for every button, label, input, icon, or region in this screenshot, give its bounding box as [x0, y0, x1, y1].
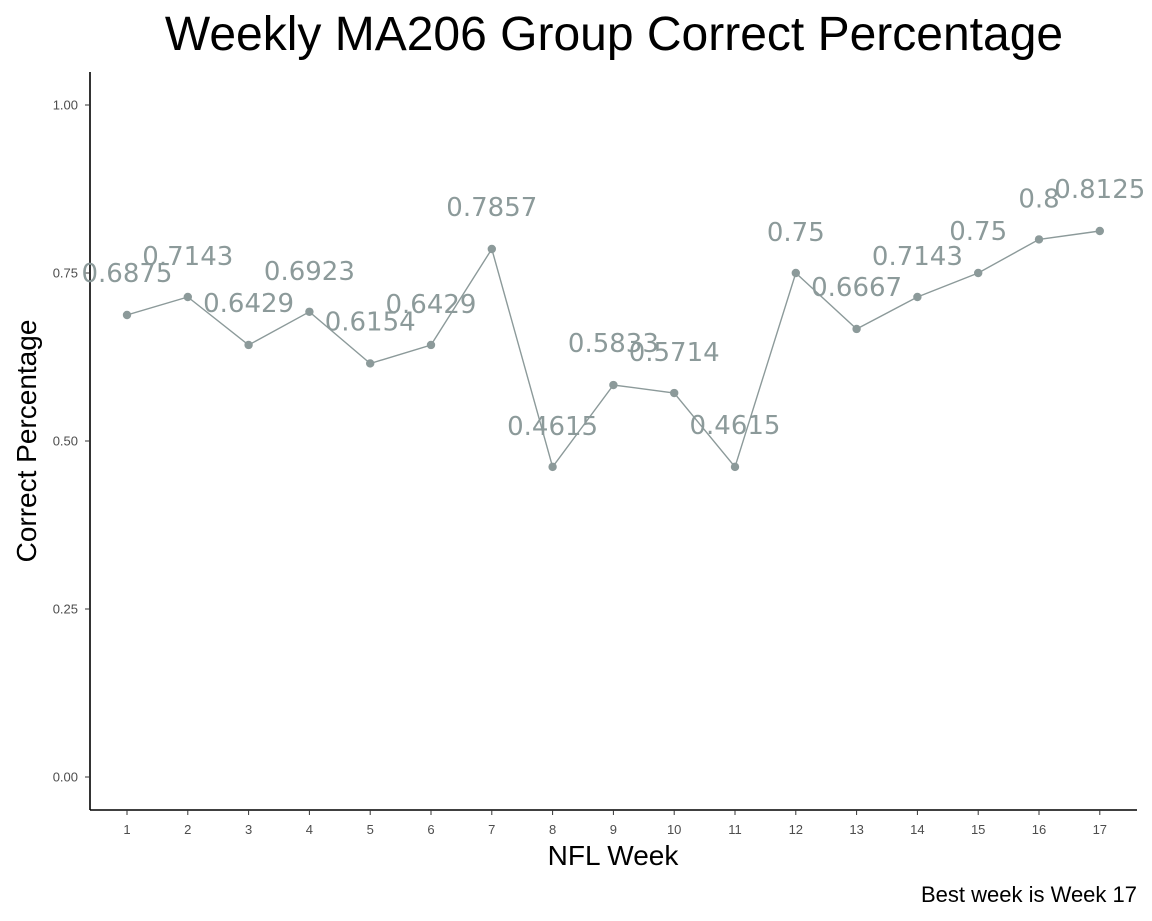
y-tick-label: 0.75 [53, 266, 78, 281]
x-tick-label: 17 [1093, 822, 1107, 837]
data-label: 0.4615 [690, 411, 781, 441]
x-tick-label: 3 [245, 822, 252, 837]
y-tick-label: 0.25 [53, 602, 78, 617]
x-tick-label: 11 [728, 822, 742, 837]
x-tick-label: 12 [789, 822, 803, 837]
y-axis-title: Correct Percentage [11, 320, 42, 563]
data-point [609, 380, 618, 390]
x-tick-label: 15 [971, 822, 985, 837]
x-tick-label: 14 [910, 822, 924, 837]
data-point [913, 292, 922, 302]
x-tick-label: 2 [184, 822, 191, 837]
data-point [305, 307, 314, 316]
data-label: 0.7143 [142, 242, 233, 272]
x-axis-title: NFL Week [548, 840, 680, 871]
data-point [366, 359, 375, 368]
data-point [426, 340, 436, 350]
x-tick-label: 13 [849, 822, 863, 837]
data-label: 0.7143 [872, 242, 963, 272]
data-label: 0.8 [1018, 184, 1059, 214]
data-label: 0.7857 [446, 193, 537, 223]
data-point [974, 268, 983, 278]
chart-caption: Best week is Week 17 [921, 882, 1137, 907]
data-point [244, 340, 253, 350]
data-point [183, 292, 192, 302]
data-point [730, 462, 740, 472]
data-point [548, 462, 557, 472]
y-tick-label: 0.00 [53, 770, 78, 785]
data-labels: 0.68750.71430.64290.69230.61540.64290.78… [82, 175, 1146, 442]
x-tick-label: 9 [610, 822, 617, 837]
data-label: 0.6429 [203, 289, 294, 319]
data-label: 0.6429 [386, 290, 477, 320]
chart-title: Weekly MA206 Group Correct Percentage [165, 8, 1063, 61]
x-tick-label: 8 [549, 822, 556, 837]
x-tick-label: 6 [427, 822, 434, 837]
data-label: 0.75 [949, 217, 1007, 247]
data-point [791, 268, 800, 278]
data-label: 0.5714 [629, 338, 720, 368]
x-tick-label: 4 [306, 822, 313, 837]
data-point [670, 388, 679, 398]
data-label: 0.6154 [325, 307, 416, 337]
series-group [122, 226, 1105, 472]
x-tick-label: 7 [488, 822, 495, 837]
data-point [852, 324, 861, 334]
data-label: 0.6667 [811, 273, 902, 303]
data-label: 0.4615 [507, 412, 598, 442]
data-point [1034, 235, 1044, 244]
x-tick-label: 16 [1032, 822, 1046, 837]
y-tick-label: 0.50 [53, 434, 78, 449]
data-label: 0.5833 [568, 329, 659, 359]
data-label: 0.6923 [264, 257, 355, 287]
data-point [487, 244, 496, 254]
data-label: 0.8125 [1054, 175, 1145, 205]
data-label: 0.6875 [82, 259, 173, 289]
x-tick-label: 10 [667, 822, 681, 837]
data-point [122, 310, 132, 320]
y-tick-label: 1.00 [53, 98, 78, 113]
x-tick-label: 5 [367, 822, 374, 837]
data-label: 0.75 [767, 218, 825, 248]
x-tick-label: 1 [123, 822, 130, 837]
axes: 0.000.250.500.751.001 2 3 4 5 6 7 8 9 10 11 12 13 14 1… [53, 72, 1137, 837]
data-point [1095, 226, 1105, 236]
